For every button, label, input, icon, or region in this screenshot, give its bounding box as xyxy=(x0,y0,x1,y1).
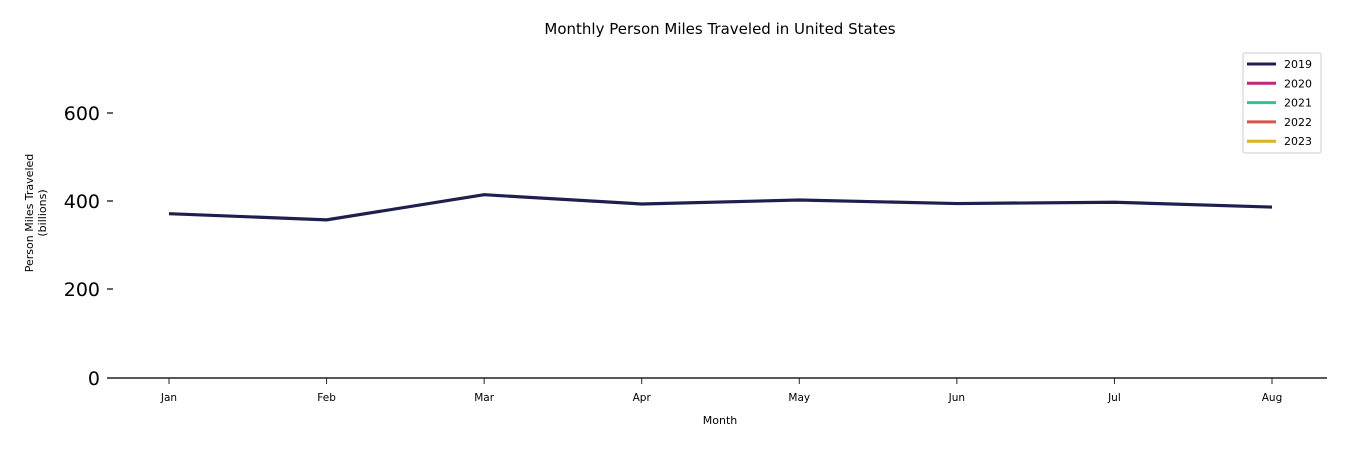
svg-text:Person Miles Traveled: Person Miles Traveled xyxy=(23,154,36,273)
y-axis: 0 200 400 600 xyxy=(64,103,113,390)
legend-label-2020: 2020 xyxy=(1284,77,1312,90)
legend-label-2023: 2023 xyxy=(1284,135,1312,148)
x-axis-label: Month xyxy=(703,414,738,427)
x-tick-label: Aug xyxy=(1262,392,1283,404)
x-tick-label: Jul xyxy=(1107,392,1121,404)
x-axis: Jan Feb Mar Apr May Jun Jul Aug Month xyxy=(107,377,1327,427)
x-tick-label: Jun xyxy=(948,392,965,404)
svg-text:200: 200 xyxy=(64,279,100,301)
svg-text:600: 600 xyxy=(64,103,100,125)
x-tick-label: May xyxy=(788,392,810,404)
x-tick-label: Feb xyxy=(317,392,336,404)
series-line-2019 xyxy=(168,193,1273,222)
x-tick-label: Apr xyxy=(633,392,652,404)
legend-label-2019: 2019 xyxy=(1284,58,1312,71)
legend-label-2022: 2022 xyxy=(1284,116,1312,129)
svg-text:0: 0 xyxy=(88,368,100,390)
y-axis-label: Person Miles Traveled (billions) xyxy=(23,154,49,273)
series-lines xyxy=(168,193,1273,222)
legend: 2019 2020 2021 2022 2023 xyxy=(1242,52,1322,154)
svg-text:(billions): (billions) xyxy=(36,189,49,236)
x-tick-label: Jan xyxy=(160,392,177,404)
svg-text:400: 400 xyxy=(64,191,100,213)
x-tick-label: Mar xyxy=(474,392,494,404)
legend-label-2021: 2021 xyxy=(1284,97,1312,110)
chart-title: Monthly Person Miles Traveled in United … xyxy=(544,20,895,38)
